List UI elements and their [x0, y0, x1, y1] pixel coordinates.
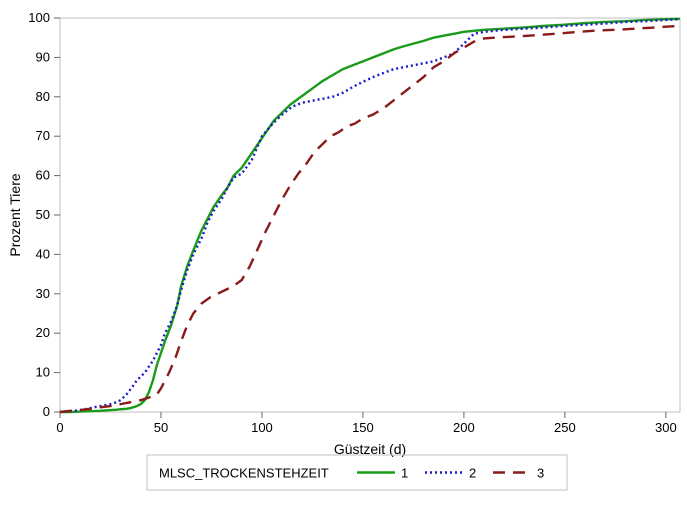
legend-label-3: 3	[537, 466, 544, 481]
chart-bg	[0, 0, 687, 510]
y-tick-label: 40	[36, 246, 50, 261]
legend-label-1: 1	[401, 466, 408, 481]
y-tick-label: 80	[36, 89, 50, 104]
x-tick-label: 0	[56, 420, 63, 435]
legend-title: MLSC_TROCKENSTEHZEIT	[159, 466, 329, 481]
y-tick-label: 20	[36, 325, 50, 340]
y-tick-label: 90	[36, 49, 50, 64]
x-tick-label: 200	[453, 420, 475, 435]
x-tick-label: 50	[154, 420, 168, 435]
chart-container: 0 50 100 150 200 250 300 0 10 20 30 40 50 60 70 80 90 100…	[0, 0, 687, 510]
y-tick-label: 0	[43, 404, 50, 419]
y-tick-label: 70	[36, 128, 50, 143]
legend-label-2: 2	[469, 466, 476, 481]
y-tick-label: 10	[36, 365, 50, 380]
x-tick-label: 100	[251, 420, 273, 435]
line-chart: 0 50 100 150 200 250 300 0 10 20 30 40 50 60 70 80 90 100…	[0, 0, 687, 510]
y-tick-label: 60	[36, 168, 50, 183]
x-tick-label: 150	[352, 420, 374, 435]
y-tick-label: 50	[36, 207, 50, 222]
y-tick-label: 30	[36, 286, 50, 301]
x-tick-label: 300	[655, 420, 677, 435]
x-tick-label: 250	[554, 420, 576, 435]
y-axis-label: Prozent Tiere	[7, 173, 23, 256]
y-tick-label: 100	[28, 10, 50, 25]
